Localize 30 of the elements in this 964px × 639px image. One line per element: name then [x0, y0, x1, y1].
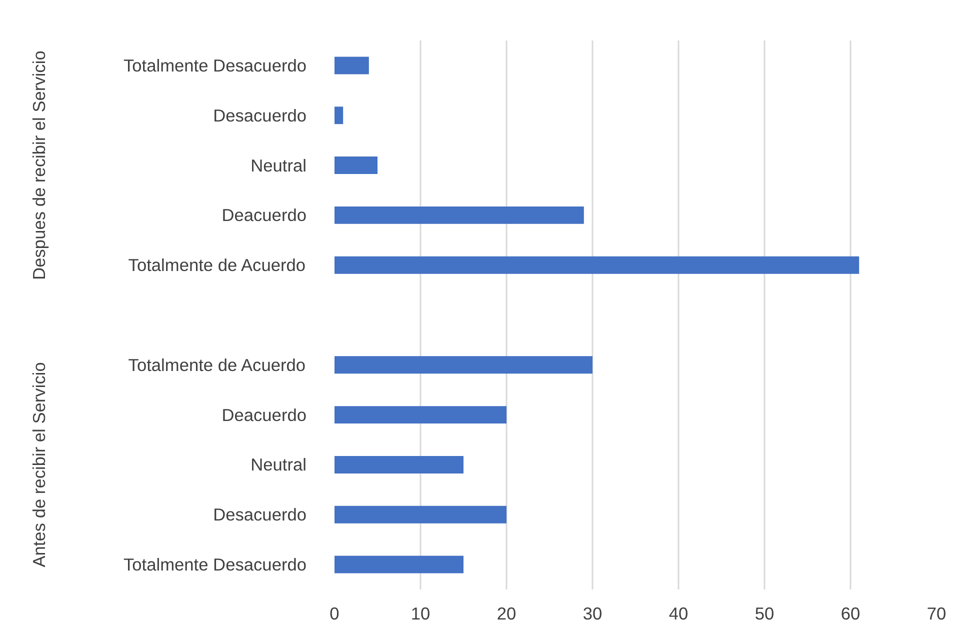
x-tick-label: 0 [330, 604, 340, 624]
x-tick-label: 20 [496, 604, 516, 624]
y-tick-label: Neutral [250, 155, 307, 176]
x-tick-label: 70 [926, 604, 946, 624]
x-tick-label: 50 [754, 604, 774, 624]
x-tick-label: 60 [840, 604, 860, 624]
y-tick-label: Desacuerdo [213, 105, 307, 126]
bar [334, 356, 592, 374]
bar [334, 256, 860, 274]
bar [334, 556, 464, 574]
y-tick-label: Deacuerdo [222, 205, 307, 226]
y-tick-label: Totalmente Desacuerdo [123, 554, 307, 575]
y-tick-label: Desacuerdo [213, 504, 307, 525]
x-tick-label: 40 [668, 604, 688, 624]
y-tick-label: Totalmente de Acuerdo [128, 354, 306, 375]
bar [334, 156, 378, 174]
bar [334, 406, 506, 424]
bar [334, 106, 344, 124]
bar [334, 506, 506, 524]
bar [334, 56, 369, 74]
text: Despues de recibir el Servicio [29, 50, 49, 280]
x-tick-label: 10 [410, 604, 430, 624]
y-tick-label: Totalmente de Acuerdo [128, 255, 306, 276]
text: Antes de recibir el Servicio [29, 362, 49, 568]
bar [334, 456, 464, 474]
bar [334, 206, 584, 224]
x-tick-label: 30 [582, 604, 602, 624]
y-tick-label: Neutral [250, 454, 307, 475]
y-tick-label: Totalmente Desacuerdo [123, 55, 307, 76]
y-tick-label: Deacuerdo [222, 404, 307, 425]
